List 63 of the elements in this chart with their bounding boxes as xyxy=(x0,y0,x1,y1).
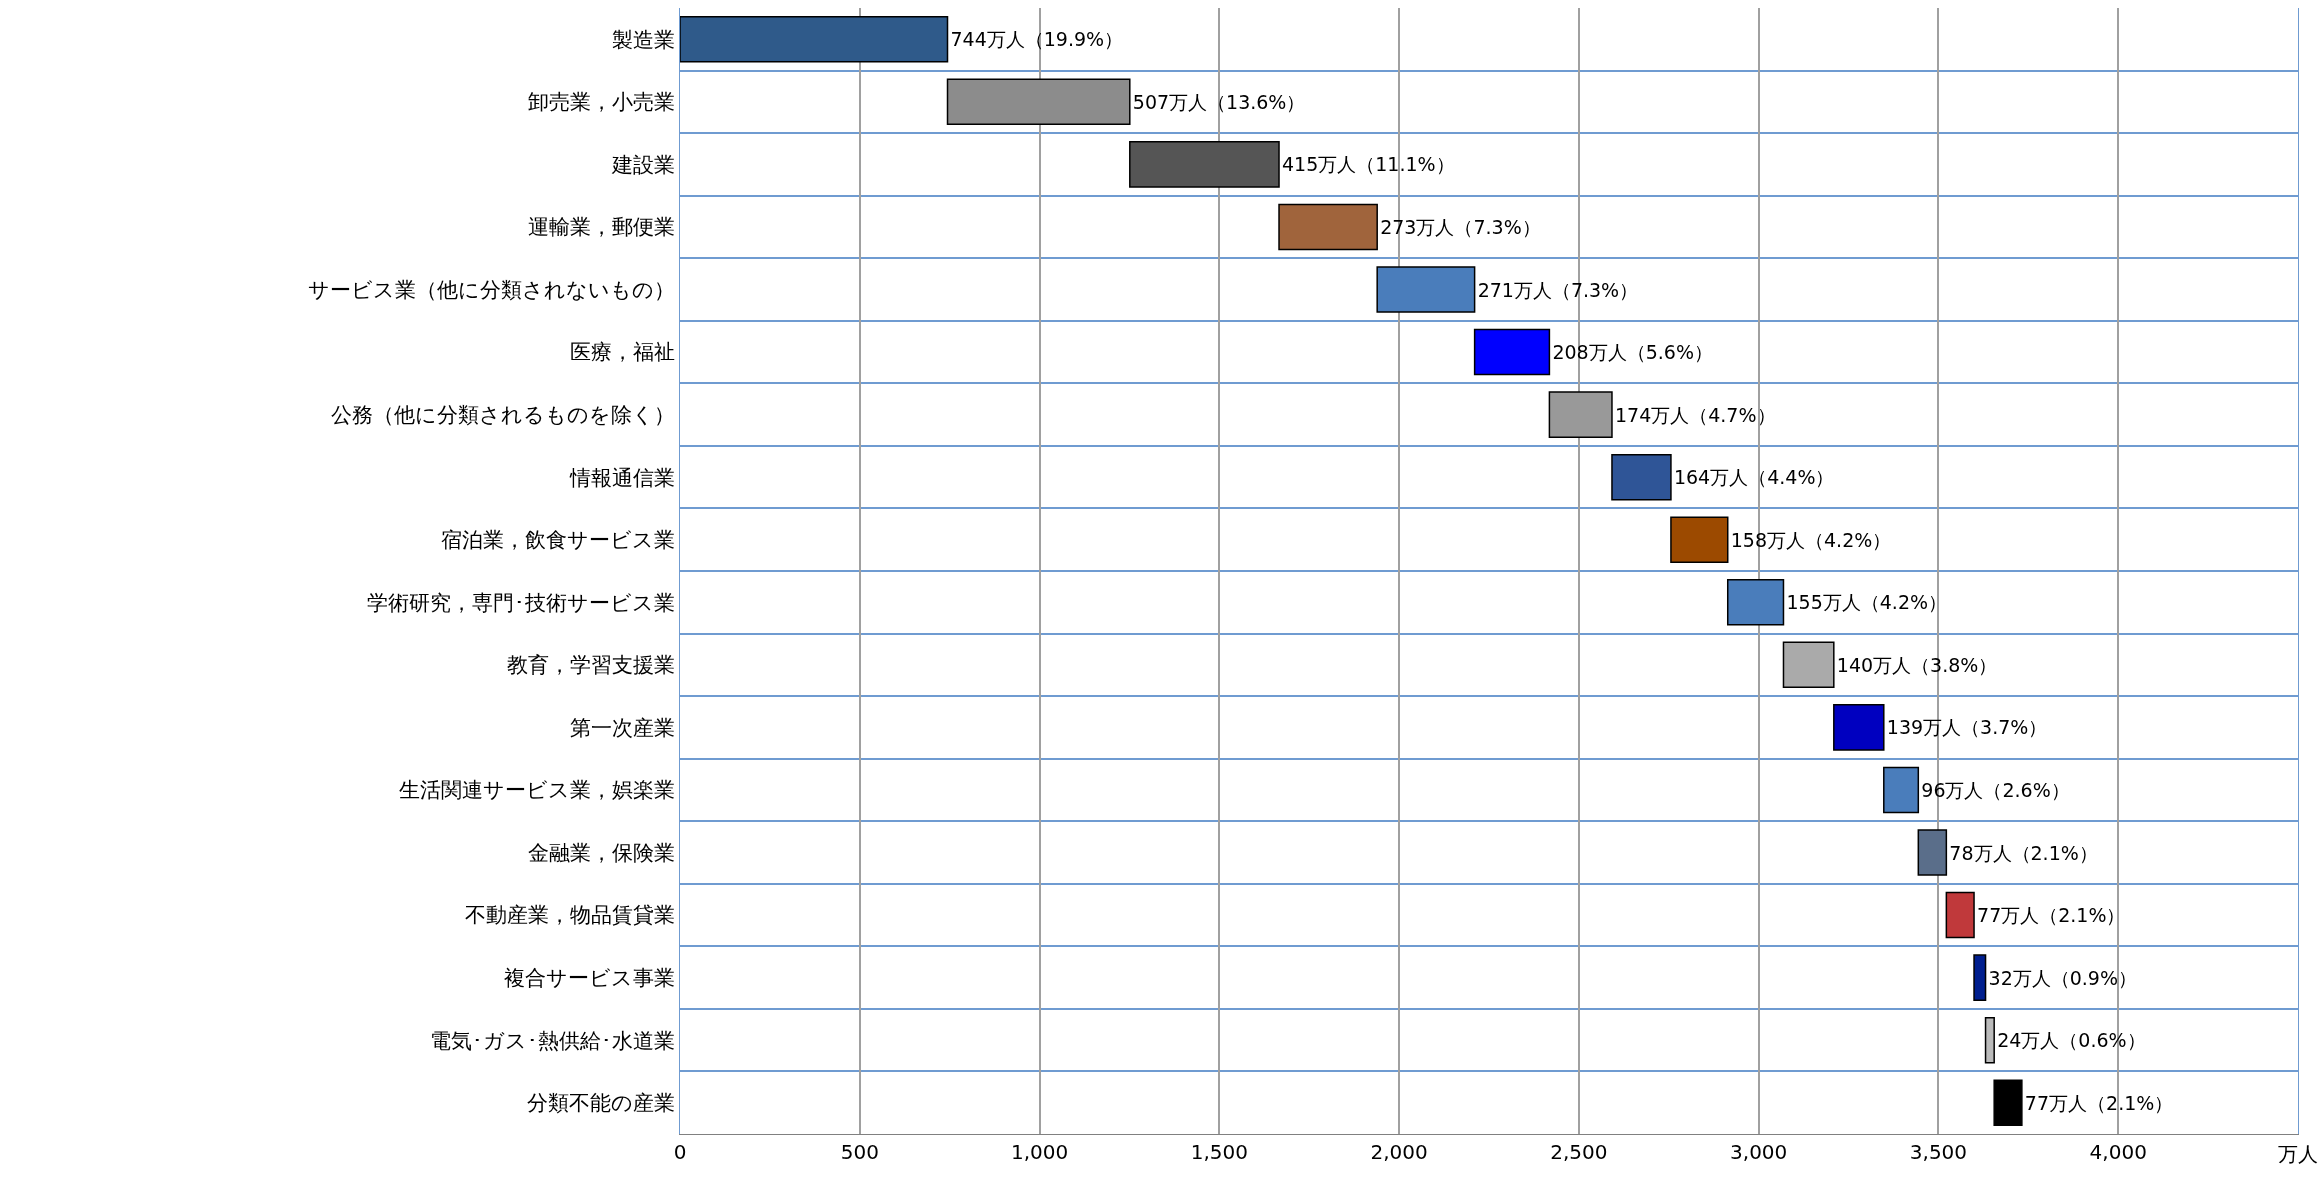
bar xyxy=(1973,954,1987,1001)
bar xyxy=(1993,1079,2023,1126)
x-tick-label: 3,500 xyxy=(1909,1140,1968,1164)
x-tick-label: 2,000 xyxy=(1370,1140,1428,1164)
data-label: 140万人（3.8%） xyxy=(1836,653,1998,676)
y-tick-label: 不動産業，物品賃貸業 xyxy=(464,903,675,928)
data-label: 139万人（3.7%） xyxy=(1886,716,2048,739)
bar xyxy=(1782,641,1835,689)
y-tick-label: 電気･ガス･熱供給･水道業 xyxy=(429,1028,675,1053)
bar xyxy=(1833,704,1885,751)
data-label: 77万人（2.1%） xyxy=(1977,904,2126,927)
data-label: 271万人（7.3%） xyxy=(1477,278,1639,301)
y-tick-label: 宿泊業，飲食サービス業 xyxy=(440,528,675,553)
x-tick-label: 3,000 xyxy=(1730,1140,1788,1164)
y-tick-label: 製造業 xyxy=(611,27,675,52)
data-label: 174万人（4.7%） xyxy=(1614,403,1776,426)
data-label: 32万人（0.9%） xyxy=(1988,966,2137,989)
bar xyxy=(1917,829,1948,876)
x-tick-label: 4,000 xyxy=(2089,1140,2147,1164)
bar xyxy=(1883,766,1920,814)
x-tick-label: 1,500 xyxy=(1190,1140,1248,1164)
data-label: 155万人（4.2%） xyxy=(1786,591,1948,614)
bar xyxy=(946,78,1131,126)
x-tick-label: 500 xyxy=(840,1140,879,1164)
data-label: 78万人（2.1%） xyxy=(1949,841,2098,864)
data-label: 744万人（19.9%） xyxy=(950,28,1124,51)
y-tick-label: 教育，学習支援業 xyxy=(506,653,675,678)
y-tick-label: 複合サービス事業 xyxy=(503,965,675,990)
x-tick-label: 1,000 xyxy=(1010,1140,1069,1164)
data-label: 208万人（5.6%） xyxy=(1552,341,1713,364)
data-label: 273万人（7.3%） xyxy=(1380,215,1541,238)
data-label: 415万人（11.1%） xyxy=(1282,153,1455,176)
bar xyxy=(1376,266,1476,313)
bar xyxy=(1945,891,1975,939)
y-tick-label: 卸売業，小売業 xyxy=(527,90,675,115)
y-tick-label: 学術研究，専門･技術サービス業 xyxy=(366,590,675,615)
y-tick-label: 第一次産業 xyxy=(569,715,675,740)
y-tick-label: 建設業 xyxy=(610,152,675,177)
y-tick-label: サービス業（他に分類されないもの） xyxy=(307,277,675,302)
x-tick-label: 0 xyxy=(673,1140,687,1164)
bar xyxy=(1670,516,1729,563)
x-axis-title: 万人 xyxy=(2278,1142,2318,1166)
y-tick-label: 公務（他に分類されるものを除く） xyxy=(330,402,675,427)
bar xyxy=(680,16,949,63)
bar xyxy=(1984,1016,1995,1064)
data-label: 77万人（2.1%） xyxy=(2024,1091,2174,1114)
data-label: 507万人（13.6%） xyxy=(1132,90,1306,113)
y-tick-label: 分類不能の産業 xyxy=(526,1091,675,1116)
data-label: 164万人（4.4%） xyxy=(1673,466,1835,489)
bar xyxy=(1473,328,1551,376)
bar xyxy=(1129,141,1280,188)
data-label: 158万人（4.2%） xyxy=(1730,528,1892,551)
data-label: 24万人（0.6%） xyxy=(1997,1029,2146,1052)
y-tick-label: 情報通信業 xyxy=(568,465,675,490)
bar xyxy=(1278,203,1378,251)
y-tick-label: 医療，福祉 xyxy=(569,340,675,365)
bar xyxy=(1726,579,1785,626)
bar xyxy=(1611,453,1672,501)
x-tick-label: 2,500 xyxy=(1550,1140,1608,1164)
y-tick-label: 生活関連サービス業，娯楽業 xyxy=(398,778,675,803)
data-label: 96万人（2.6%） xyxy=(1921,778,2070,801)
y-tick-label: 金融業，保険業 xyxy=(527,840,675,865)
y-tick-label: 運輸業，郵便業 xyxy=(527,215,675,240)
